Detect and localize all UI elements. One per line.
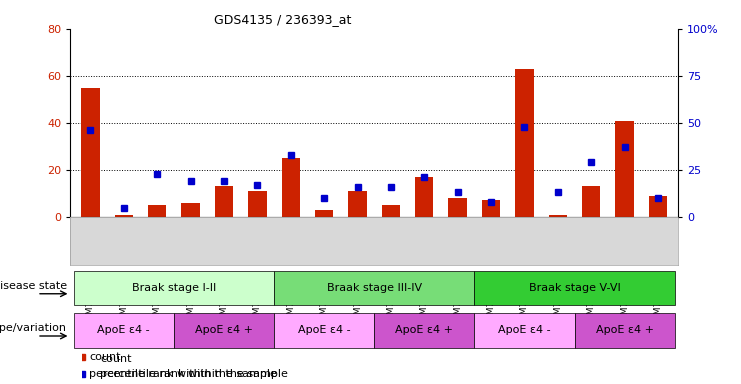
- Bar: [348, 191, 367, 217]
- Text: Braak stage V-VI: Braak stage V-VI: [528, 283, 620, 293]
- Title: GDS4135 / 236393_at: GDS4135 / 236393_at: [214, 13, 352, 26]
- Bar: [616, 121, 634, 217]
- Text: ApoE ε4 -: ApoE ε4 -: [298, 325, 350, 335]
- Bar: [649, 196, 667, 217]
- Bar: [182, 203, 200, 217]
- Bar: [274, 313, 374, 348]
- Bar: [548, 215, 567, 217]
- Bar: [215, 186, 233, 217]
- Bar: [574, 313, 674, 348]
- Bar: [148, 205, 167, 217]
- Text: percentile rank within the sample: percentile rank within the sample: [89, 369, 277, 379]
- Bar: [474, 271, 674, 305]
- Bar: [382, 205, 400, 217]
- Text: count: count: [89, 352, 121, 362]
- Text: disease state: disease state: [0, 281, 67, 291]
- Bar: [274, 271, 474, 305]
- Text: ApoE ε4 -: ApoE ε4 -: [498, 325, 551, 335]
- Text: percentile rank within the sample: percentile rank within the sample: [100, 369, 288, 379]
- Bar: [82, 88, 99, 217]
- Text: genotype/variation: genotype/variation: [0, 323, 67, 333]
- Bar: [174, 313, 274, 348]
- Text: ApoE ε4 +: ApoE ε4 +: [195, 325, 253, 335]
- Bar: [282, 158, 300, 217]
- Text: ApoE ε4 +: ApoE ε4 +: [596, 325, 654, 335]
- Bar: [448, 198, 467, 217]
- Text: Braak stage I-II: Braak stage I-II: [132, 283, 216, 293]
- Bar: [115, 215, 133, 217]
- Bar: [515, 69, 534, 217]
- Bar: [374, 313, 474, 348]
- Text: ApoE ε4 +: ApoE ε4 +: [395, 325, 453, 335]
- Bar: [482, 200, 500, 217]
- Text: Braak stage III-IV: Braak stage III-IV: [327, 283, 422, 293]
- Bar: [74, 271, 274, 305]
- Text: ApoE ε4 -: ApoE ε4 -: [98, 325, 150, 335]
- Bar: [315, 210, 333, 217]
- Text: count: count: [100, 354, 132, 364]
- Bar: [248, 191, 267, 217]
- Bar: [74, 313, 174, 348]
- Bar: [582, 186, 600, 217]
- Bar: [474, 313, 574, 348]
- Bar: [415, 177, 433, 217]
